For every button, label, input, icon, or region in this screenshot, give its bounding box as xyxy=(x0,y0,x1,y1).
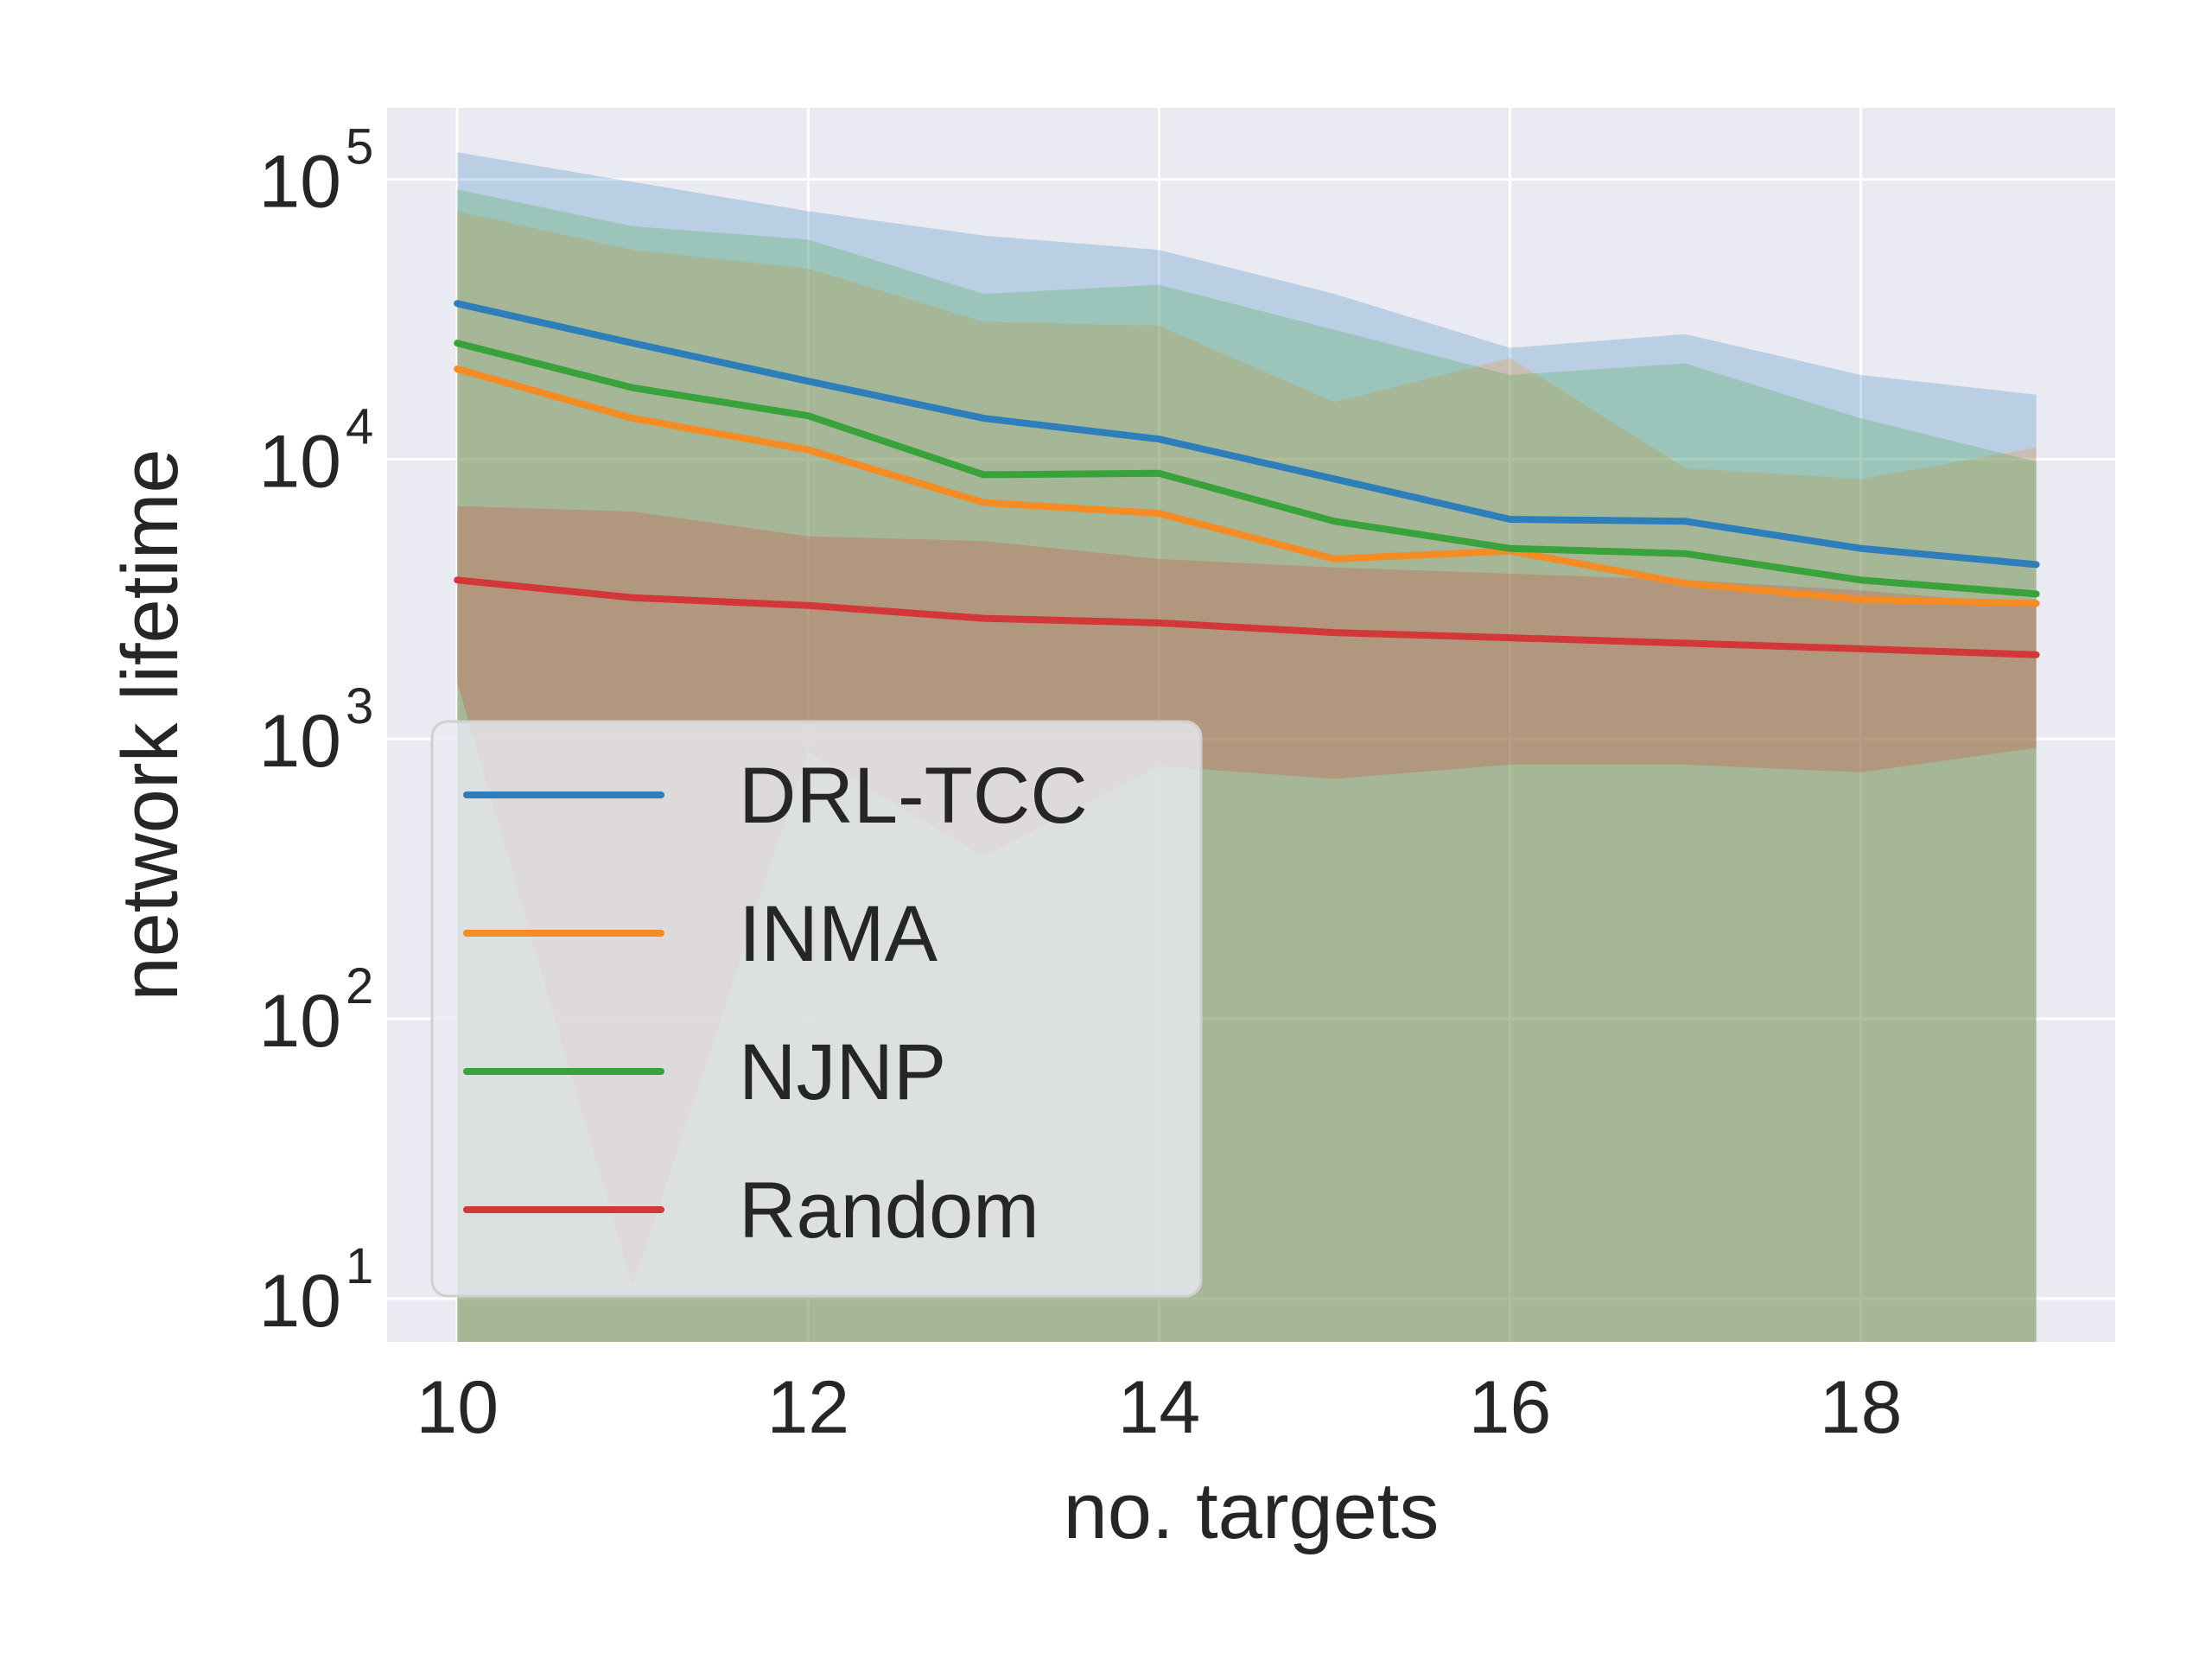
legend-frame xyxy=(430,720,1203,1298)
legend-item: INMA xyxy=(463,890,938,978)
legend-label: Random xyxy=(739,1166,1039,1255)
y-tick-base: 10 xyxy=(258,700,341,783)
y-axis-label: network lifetime xyxy=(106,448,194,1001)
line-inma xyxy=(454,365,2040,607)
y-tick-label: 10 3 xyxy=(258,678,373,783)
y-tick-label: 10 1 xyxy=(258,1238,373,1343)
y-tick-base: 10 xyxy=(258,980,341,1063)
legend-item: Random xyxy=(463,1166,1039,1255)
y-tick-base: 10 xyxy=(258,420,341,503)
y-tick-exponent: 1 xyxy=(346,1238,373,1294)
x-tick-label: 16 xyxy=(1469,1366,1552,1449)
line-njnp xyxy=(454,340,2040,598)
x-tick-labels: 10 12 14 16 18 xyxy=(416,1366,1902,1449)
x-axis-label: no. targets xyxy=(1064,1467,1440,1555)
y-tick-exponent: 3 xyxy=(346,678,373,734)
x-tick-label: 14 xyxy=(1118,1366,1201,1449)
y-tick-exponent: 4 xyxy=(346,398,373,454)
legend-label: DRL-TCC xyxy=(739,752,1088,840)
y-tick-label: 10 2 xyxy=(258,958,373,1063)
line-random xyxy=(454,576,2040,658)
y-tick-exponent: 2 xyxy=(346,958,373,1014)
y-tick-label: 10 5 xyxy=(258,119,373,224)
y-tick-base: 10 xyxy=(258,1260,341,1343)
legend-label: NJNP xyxy=(739,1028,946,1116)
legend-item: NJNP xyxy=(463,1028,946,1116)
line-drl-tcc xyxy=(454,300,2040,569)
series-lines xyxy=(454,300,2040,658)
y-tick-exponent: 5 xyxy=(346,119,373,175)
legend: DRL-TCC INMA NJNP Random xyxy=(430,720,1203,1298)
legend-label: INMA xyxy=(739,890,938,978)
y-tick-base: 10 xyxy=(258,141,341,224)
x-tick-label: 12 xyxy=(766,1366,849,1449)
band-random xyxy=(457,505,2037,1287)
x-tick-label: 10 xyxy=(416,1366,499,1449)
y-tick-label: 10 4 xyxy=(258,398,373,503)
legend-item: DRL-TCC xyxy=(463,752,1088,840)
x-tick-label: 18 xyxy=(1820,1366,1903,1449)
